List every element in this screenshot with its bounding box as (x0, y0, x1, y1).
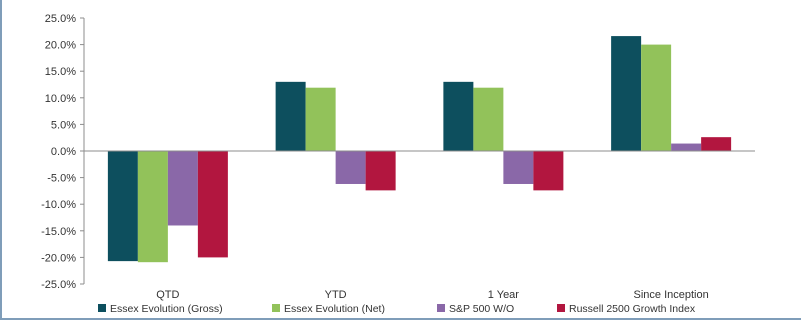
y-tick-label: -15.0% (41, 226, 76, 238)
bar (275, 81, 306, 151)
bar (167, 151, 198, 226)
bar (671, 143, 702, 151)
y-tick-label: 5.0% (51, 119, 76, 131)
y-tick-label: -10.0% (41, 199, 76, 211)
legend-label: Russell 2500 Growth Index (569, 303, 696, 315)
x-category-label: Since Inception (634, 289, 709, 301)
bar (107, 151, 138, 262)
legend-swatch (437, 304, 445, 312)
bar (137, 151, 168, 263)
bar (641, 44, 672, 151)
bar (197, 151, 228, 258)
y-tick-label: 25.0% (45, 13, 76, 25)
bar (473, 87, 504, 151)
y-tick-label: -25.0% (41, 279, 76, 291)
x-category-label: QTD (156, 289, 179, 301)
bar (503, 151, 534, 184)
x-category-label: 1 Year (488, 289, 520, 301)
bar (305, 87, 336, 151)
y-tick-label: -20.0% (41, 252, 76, 264)
y-tick-label: 0.0% (51, 146, 76, 158)
legend-label: Essex Evolution (Net) (284, 303, 385, 315)
bar (365, 151, 396, 191)
bar (443, 81, 474, 151)
bar (533, 151, 564, 191)
x-category-label: YTD (325, 289, 347, 301)
bar (335, 151, 366, 184)
legend-label: Essex Evolution (Gross) (110, 303, 223, 315)
legend-swatch (272, 304, 280, 312)
legend-swatch (557, 304, 565, 312)
y-tick-label: -5.0% (47, 173, 76, 185)
y-tick-label: 20.0% (45, 40, 76, 52)
legend-label: S&P 500 W/O (449, 303, 514, 315)
y-tick-label: 10.0% (45, 93, 76, 105)
legend-swatch (98, 304, 106, 312)
bar (611, 36, 642, 152)
y-tick-label: 15.0% (45, 66, 76, 78)
bar (701, 137, 732, 151)
